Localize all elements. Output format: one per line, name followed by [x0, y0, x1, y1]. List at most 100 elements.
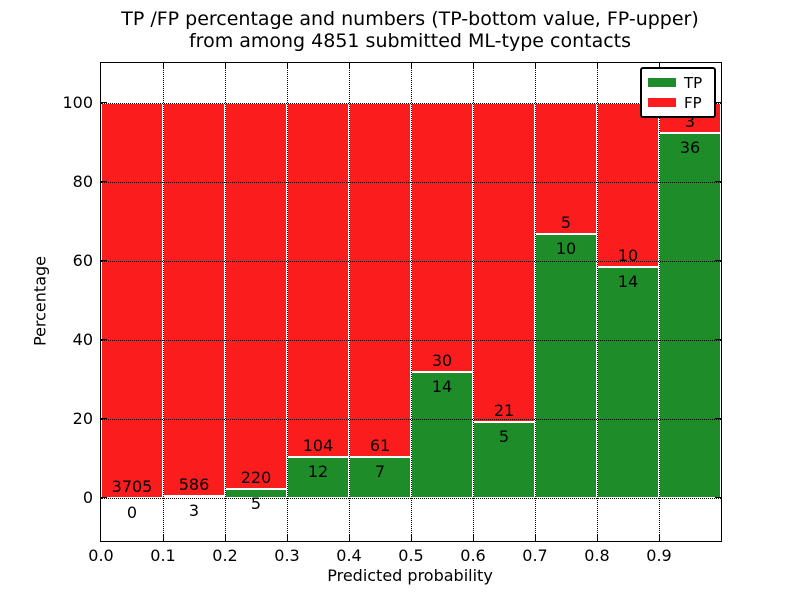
x-tick-bottom [224, 535, 226, 541]
x-tick-bottom [410, 535, 412, 541]
x-tick-label: 0.7 [522, 546, 548, 565]
tp-count-label: 5 [250, 493, 262, 513]
gridline-vertical [535, 63, 536, 541]
fp-bar [287, 102, 349, 457]
y-tick-label: 60 [72, 250, 93, 270]
chart-title-line1: TP /FP percentage and numbers (TP-bottom… [121, 8, 699, 30]
legend: TP FP [640, 67, 716, 118]
fp-count-label: 3 [684, 111, 696, 131]
y-tick-label: 100 [62, 92, 93, 112]
gridline-vertical [411, 63, 412, 541]
fp-count-label: 30 [431, 350, 453, 370]
plot-area: 3705 0 586 3 220 5 104 12 61 7 30 14 21 5 5 10 10 14 3 36 0… [62, 62, 722, 566]
fp-bar [225, 102, 287, 489]
x-tick-top [410, 63, 412, 69]
x-tick-label: 0.4 [336, 546, 362, 565]
x-tick-bottom [348, 535, 350, 541]
tp-bar [473, 421, 535, 498]
ticks-layer [101, 63, 721, 541]
fp-bar [349, 102, 411, 457]
fp-count-label: 21 [493, 400, 515, 420]
y-tick-right [715, 497, 721, 499]
bars-layer [101, 63, 721, 541]
y-tick-left [101, 497, 107, 499]
y-tick-label: 40 [72, 329, 93, 349]
tp-count-label: 0 [126, 502, 138, 522]
fp-count-label: 10 [617, 246, 639, 266]
x-axis-label: Predicted probability [327, 566, 493, 585]
x-tick-bottom [658, 535, 660, 541]
y-tick-left [101, 339, 107, 341]
tp-count-label: 7 [374, 461, 386, 481]
x-tick-bottom [534, 535, 536, 541]
tp-swatch [648, 78, 676, 87]
x-tick-label: 0.8 [584, 546, 610, 565]
x-tick-label: 0.1 [150, 546, 176, 565]
y-tick-left [101, 260, 107, 262]
x-tick-label: 0.6 [460, 546, 486, 565]
fp-swatch [648, 98, 676, 107]
y-tick-left [101, 181, 107, 182]
gridline-vertical [659, 63, 660, 541]
fp-count-label: 586 [178, 474, 210, 494]
legend-label-tp: TP [684, 73, 703, 92]
gridline-vertical [225, 63, 226, 541]
fp-bar [597, 102, 659, 268]
x-tick-top [534, 63, 536, 69]
x-tick-bottom [472, 535, 474, 541]
y-tick-left [101, 102, 107, 103]
fp-count-label: 104 [302, 435, 334, 455]
x-tick-top [162, 63, 164, 69]
y-tick-right [715, 181, 721, 182]
tp-count-label: 14 [617, 272, 639, 292]
x-tick-bottom [596, 535, 598, 541]
x-tick-label: 0.2 [212, 546, 238, 565]
fp-count-label: 3705 [111, 476, 153, 496]
tp-bar [411, 371, 473, 498]
fp-bar [535, 102, 597, 235]
tp-count-label: 5 [498, 426, 510, 446]
x-tick-label: 0.5 [398, 546, 424, 565]
fp-bar [163, 102, 225, 496]
x-tick-top [658, 63, 660, 69]
y-tick-right [715, 339, 721, 341]
chart-title: TP /FP percentage and numbers (TP-bottom… [100, 8, 720, 52]
x-tick-bottom [162, 535, 164, 541]
tp-count-label: 36 [679, 137, 701, 157]
y-tick-right [715, 102, 721, 103]
tick-labels-layer: 0 20 40 60 80 100 0.0 0.1 0.2 0.3 0.4 0.5 0.6 0.7 0.8 0… [62, 63, 721, 566]
x-tick-top [348, 63, 350, 69]
x-tick-top [472, 63, 474, 69]
x-tick-top [224, 63, 226, 69]
fp-count-label: 5 [560, 213, 572, 233]
tp-count-label: 3 [188, 500, 200, 520]
y-tick-left [101, 418, 107, 420]
tp-count-label: 10 [555, 239, 577, 259]
grid-layer [101, 63, 721, 541]
x-tick-label: 0.9 [646, 546, 672, 565]
legend-item-fp: FP [648, 94, 714, 111]
legend-item-tp: TP [648, 74, 714, 91]
gridline-vertical [473, 63, 474, 541]
gridline-vertical [287, 63, 288, 541]
x-tick-bottom [286, 535, 288, 541]
x-tick-label: 0.0 [88, 546, 114, 565]
x-tick-top [286, 63, 288, 69]
x-tick-label: 0.3 [274, 546, 300, 565]
y-tick-label: 0 [82, 487, 93, 507]
x-tick-top [596, 63, 598, 69]
legend-label-fp: FP [684, 93, 702, 112]
fp-count-label: 220 [240, 467, 272, 487]
fp-count-label: 61 [369, 435, 391, 455]
gridline-vertical [597, 63, 598, 541]
tp-count-label: 12 [307, 461, 329, 481]
gridline-vertical [349, 63, 350, 541]
y-tick-right [715, 260, 721, 262]
y-tick-label: 80 [72, 171, 93, 191]
fp-bar [101, 102, 163, 498]
bar-count-labels-layer: 3705 0 586 3 220 5 104 12 61 7 30 14 21 5 5 10 10 14 3 36 [101, 63, 721, 541]
tp-count-label: 14 [431, 376, 453, 396]
chart-title-line2: from among 4851 submitted ML-type contac… [188, 30, 632, 52]
y-tick-right [715, 418, 721, 420]
